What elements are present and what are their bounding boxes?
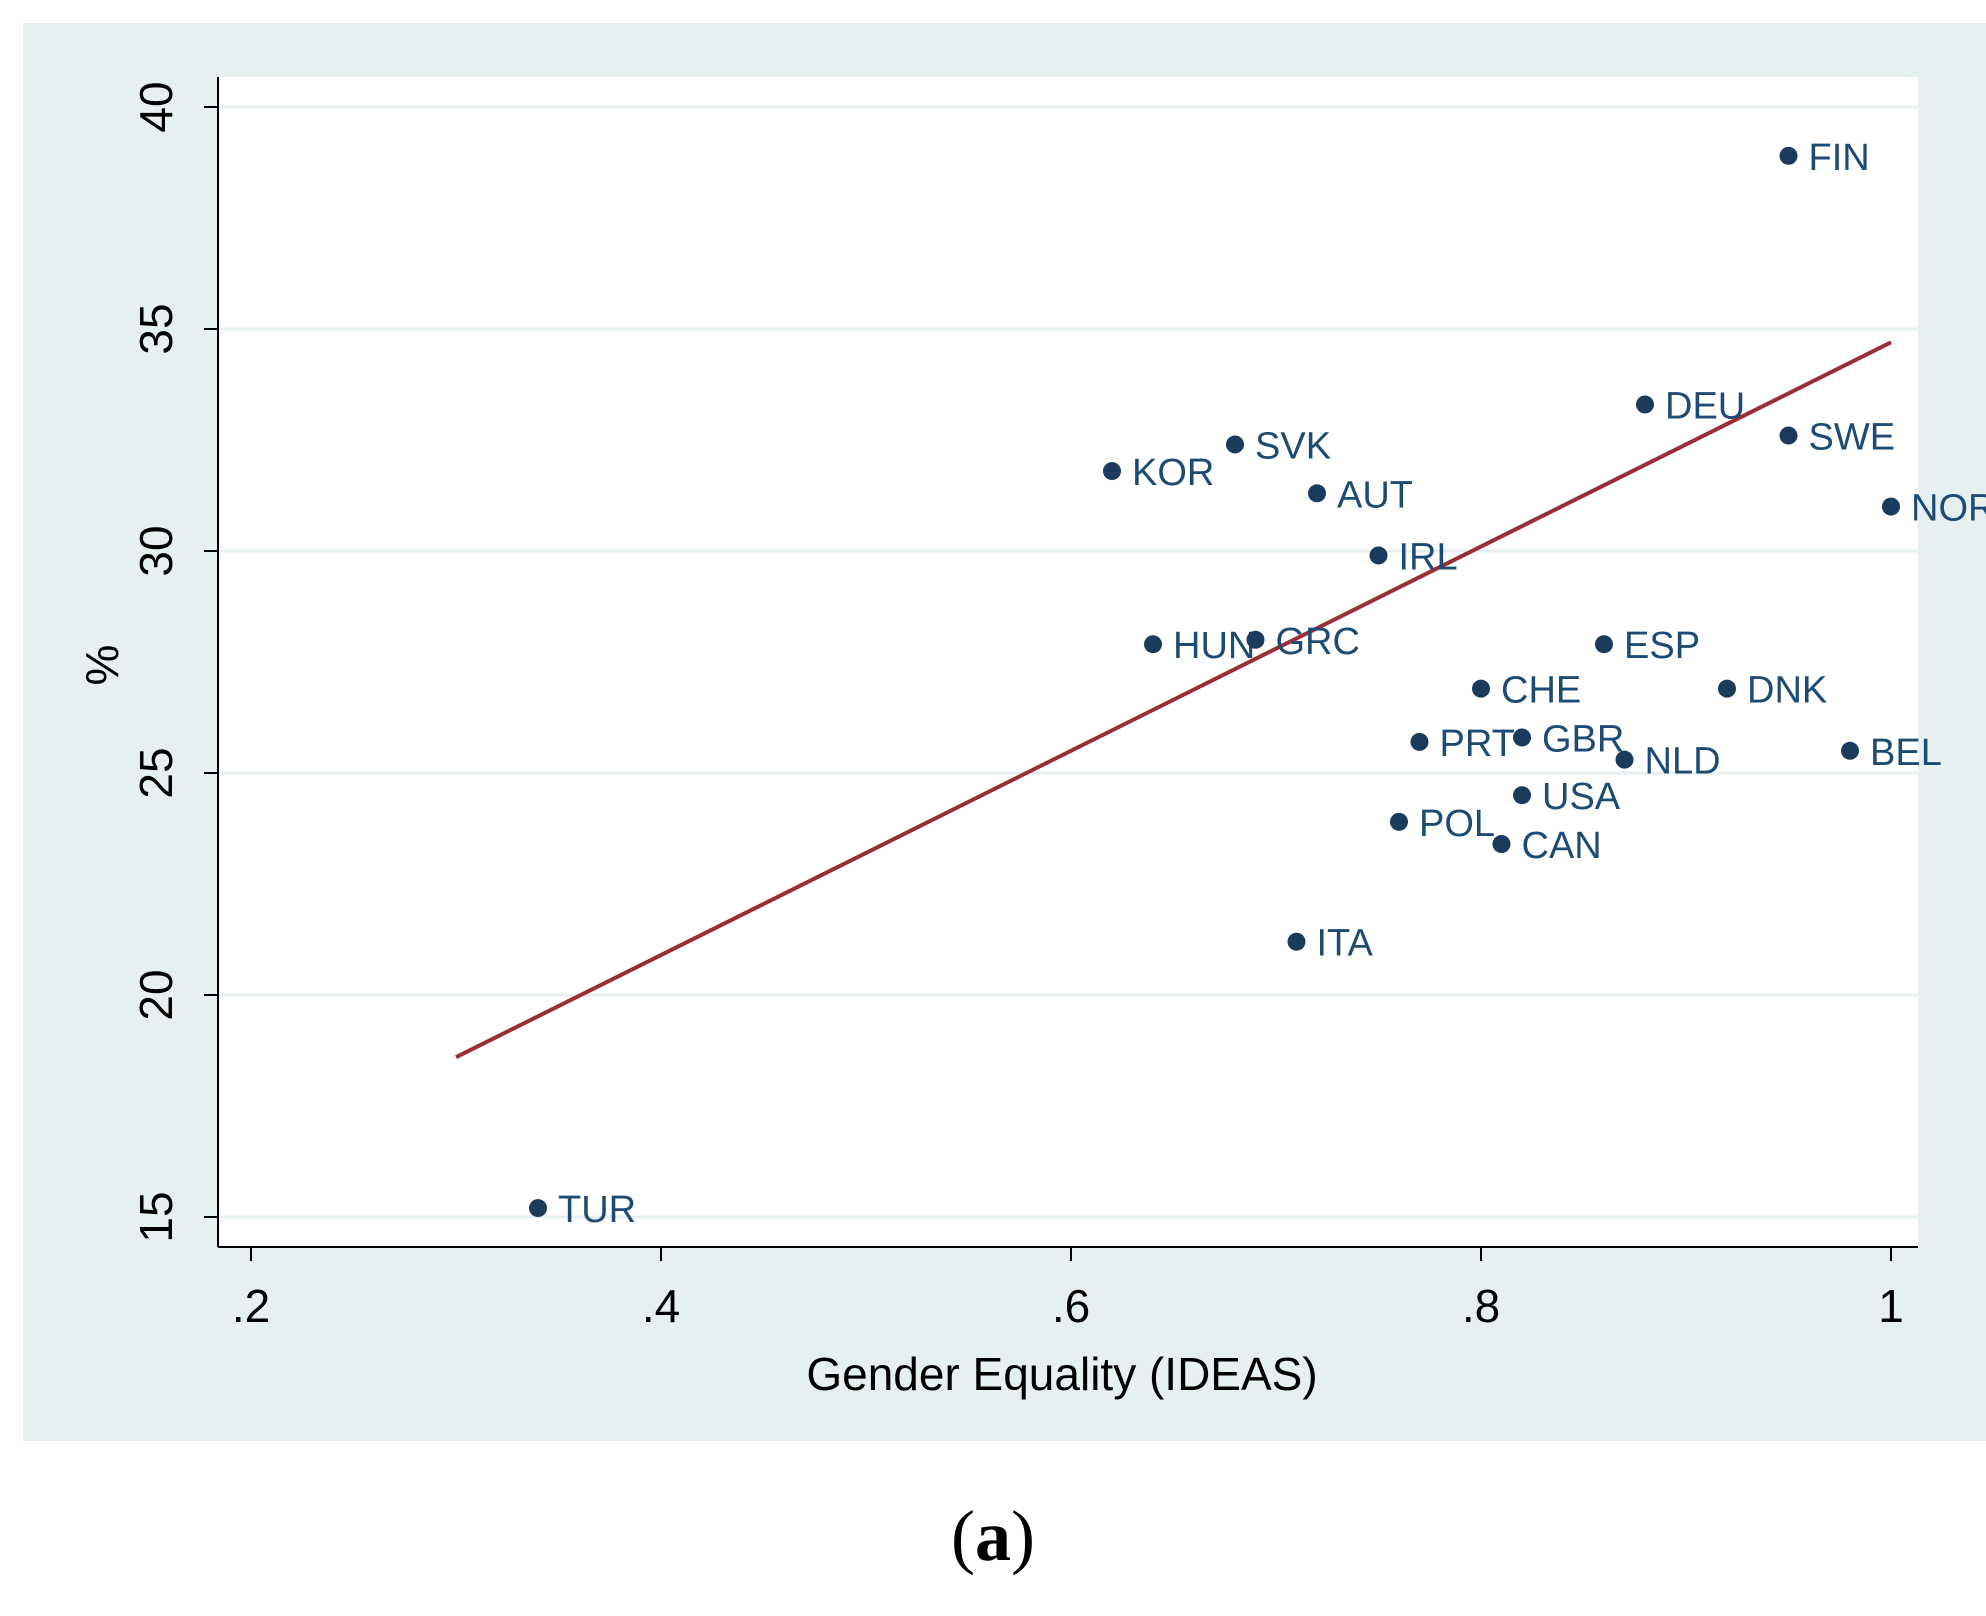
point-prt [1410,732,1429,751]
x-tick-label-2: .6 [1052,1280,1090,1332]
y-tick-label-20: 20 [130,969,182,1020]
point-label-esp: ESP [1624,625,1700,667]
point-label-swe: SWE [1809,417,1896,459]
point-label-grc: GRC [1276,621,1360,663]
point-aut [1308,484,1326,503]
point-dnk [1718,679,1736,698]
point-label-irl: IRL [1399,536,1458,578]
point-nor [1882,497,1900,516]
point-tur [529,1199,547,1218]
point-label-nor: NOR [1911,488,1986,530]
point-can [1492,835,1511,854]
point-label-tur: TUR [558,1189,636,1231]
point-esp [1595,635,1613,654]
y-tick-label-25: 25 [130,747,182,798]
point-ita [1287,932,1306,951]
point-kor [1103,462,1121,481]
point-che [1472,679,1490,698]
point-label-fin: FIN [1809,137,1870,179]
data-points: FIN DEU SWE SVK KOR AUT NOR IRL HUN GRC ESP CHE DNK P… [529,137,1986,1231]
point-label-svk: SVK [1255,425,1331,467]
point-label-nld: NLD [1645,741,1721,783]
y-tick-label-40: 40 [130,81,182,132]
point-label-ita: ITA [1317,923,1374,965]
point-usa [1513,786,1531,805]
x-tick-label-0: .2 [232,1280,270,1332]
point-hun [1144,635,1162,654]
x-axis-title: Gender Equality (IDEAS) [806,1348,1317,1400]
point-label-gbr: GBR [1542,718,1624,760]
plot-area [218,77,1918,1247]
y-tick-label-35: 35 [130,303,182,354]
fit-line [455,340,1892,1059]
point-label-hun: HUN [1173,625,1255,667]
caption-letter: a [975,1496,1011,1576]
axes: 15 20 25 30 35 40 .2 .4 .6 .8 1 [130,77,1918,1332]
x-tick-label-3: .8 [1462,1280,1500,1332]
point-gbr [1513,728,1531,747]
caption-close-paren: ) [1011,1496,1035,1576]
point-bel [1841,741,1859,760]
point-deu [1636,395,1654,414]
point-label-dnk: DNK [1747,670,1827,712]
point-pol [1390,812,1408,831]
point-label-kor: KOR [1132,452,1214,494]
gridlines [218,105,1918,1219]
point-fin [1779,146,1798,165]
point-label-che: CHE [1501,670,1581,712]
x-tick-label-1: .4 [642,1280,680,1332]
fit-line-group [455,340,1892,1059]
y-tick-label-30: 30 [130,525,182,576]
point-svk [1226,435,1244,454]
point-label-bel: BEL [1870,732,1942,774]
point-label-pol: POL [1419,803,1495,845]
point-label-deu: DEU [1665,385,1745,427]
point-label-prt: PRT [1440,723,1515,765]
point-label-usa: USA [1542,776,1621,818]
y-axis-title: % [76,645,128,686]
point-label-aut: AUT [1337,474,1413,516]
point-swe [1779,426,1798,445]
caption-open-paren: ( [951,1496,975,1576]
x-tick-label-4: 1 [1878,1280,1904,1332]
point-nld [1615,750,1634,769]
figure-caption: (a) [0,1495,1986,1578]
point-label-can: CAN [1522,825,1602,867]
point-irl [1369,546,1388,565]
point-grc [1246,630,1265,649]
y-tick-label-15: 15 [130,1191,182,1242]
